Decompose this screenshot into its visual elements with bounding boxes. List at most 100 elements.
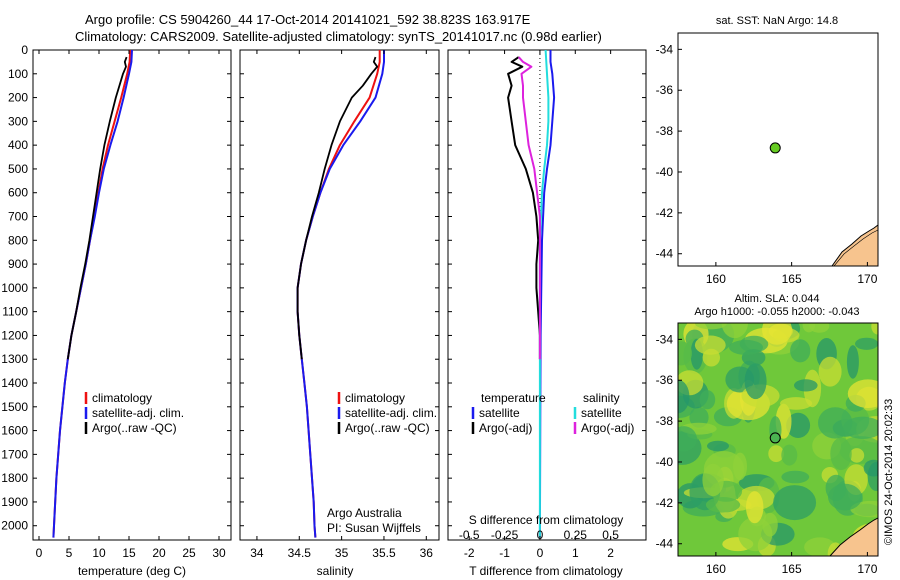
- legend-label-satellite: satellite-adj. clim.: [92, 406, 184, 420]
- x-tick-label: -1: [499, 546, 510, 560]
- land-coastline: [829, 517, 878, 556]
- map-y-tick-label: -36: [656, 373, 674, 387]
- sla-map: 160 165 170 -34 -36 -38 -40 -42 -44: [656, 322, 879, 576]
- x-tick-label: 30: [212, 546, 226, 560]
- legend-label-argo: Argo(..raw -QC): [345, 421, 430, 435]
- sla-patch: [762, 323, 792, 345]
- x-tick-label: 34.5: [288, 546, 312, 560]
- map-y-tick-label: -34: [656, 332, 674, 346]
- depth-tick-label: 500: [8, 162, 28, 176]
- legend-label-climatology: climatology: [92, 391, 152, 405]
- s-tick-label: -0.5: [459, 528, 480, 542]
- figure-subtitle: Climatology: CARS2009. Satellite-adjuste…: [75, 29, 602, 44]
- coastline-contour: [833, 229, 879, 267]
- sla-patch: [769, 416, 782, 444]
- depth-tick-label: 1100: [2, 305, 28, 319]
- sla-patch: [780, 397, 813, 410]
- map-y-tick-label: -40: [656, 455, 674, 469]
- depth-tick-label: 0: [21, 43, 28, 57]
- map-y-tick-label: -42: [656, 496, 674, 510]
- figure-title: Argo profile: CS 5904260_44 17-Oct-2014 …: [85, 12, 531, 27]
- legend-label-s-satellite: satellite: [581, 406, 622, 420]
- map-x-tick-label: 165: [782, 272, 802, 286]
- imos-credit: ©IMOS 24-Oct-2014 20:02:33: [883, 399, 895, 545]
- argo-float-marker: [769, 142, 781, 154]
- sla-patch: [738, 517, 773, 552]
- sla-patch: [678, 380, 690, 414]
- sla-patch: [847, 379, 878, 408]
- sla-patch: [846, 345, 859, 379]
- t-difference-x-ticks: -2 -1 0 1 2: [464, 50, 614, 560]
- legend-label-climatology: climatology: [345, 391, 405, 405]
- series-line: [296, 56, 379, 360]
- legend-label-argo: Argo(..raw -QC): [92, 421, 177, 435]
- x-tick-label: 35.5: [372, 546, 396, 560]
- s-difference-axis-label: S difference from climatology: [469, 513, 624, 527]
- legend-label-t-argo: Argo(-adj): [479, 421, 532, 435]
- x-tick-label: 5: [66, 546, 73, 560]
- sla-patch: [871, 323, 878, 335]
- difference-series: [507, 49, 556, 540]
- s-tick-label: -0.25: [491, 528, 519, 542]
- sla-patch: [689, 406, 709, 428]
- annotation-pi-name: PI: Susan Wijffels: [327, 521, 421, 535]
- depth-tick-label: 1900: [1, 495, 28, 509]
- s-difference-x-ticks: -0.5 -0.25 0 0.25 0.5: [459, 528, 619, 542]
- sla-patch: [849, 448, 865, 463]
- map-x-tick-label: 160: [706, 272, 726, 286]
- series-line: [66, 56, 128, 360]
- argo-float-marker: [769, 432, 781, 444]
- sla-patch: [694, 335, 726, 355]
- x-tick-label: 25: [182, 546, 196, 560]
- map-x-tick-label: 170: [857, 562, 877, 576]
- depth-tick-marks: [33, 49, 646, 527]
- map-y-tick-label: -34: [656, 42, 674, 56]
- legend-label-satellite: satellite-adj. clim.: [345, 406, 437, 420]
- depth-tick-label: 800: [8, 233, 28, 247]
- map-x-tick-label: 160: [706, 562, 726, 576]
- sla-patch: [773, 485, 817, 521]
- temperature-axis-label: temperature (deg C): [78, 564, 186, 578]
- depth-tick-label: 1500: [1, 400, 28, 414]
- x-tick-label: -2: [464, 546, 475, 560]
- salinity-legend: climatology satellite-adj. clim. Argo(..…: [337, 391, 437, 435]
- sla-patch: [790, 339, 811, 363]
- x-tick-label: 0: [537, 546, 544, 560]
- depth-tick-label: 2000: [1, 519, 28, 533]
- x-tick-label: 10: [92, 546, 106, 560]
- depth-tick-label: 400: [8, 138, 28, 152]
- sla-patch: [855, 337, 878, 350]
- x-tick-label: 1: [572, 546, 579, 560]
- sla-patch: [781, 470, 810, 484]
- depth-tick-label: 1000: [1, 281, 28, 295]
- t-difference-axis-label: T difference from climatology: [469, 564, 623, 578]
- salinity-axis-label: salinity: [317, 564, 354, 578]
- sla-patch: [721, 323, 748, 339]
- s-tick-label: 0.5: [602, 528, 619, 542]
- salinity-panel-frame: [239, 49, 440, 541]
- series-line: [517, 56, 541, 360]
- sla-patch: [830, 437, 852, 471]
- salinity-x-ticks: 34 34.5 35 35.5 36: [250, 50, 433, 560]
- sla-map-frame: [677, 322, 879, 557]
- depth-tick-label: 1700: [1, 447, 28, 461]
- sla-field-patches: [678, 323, 878, 556]
- sst-map-ticks: 160 165 170 -34 -36 -38 -40 -42 -44: [656, 42, 878, 286]
- sla-map-subtitle: Argo h1000: -0.055 h2000: -0.043: [694, 306, 859, 318]
- sla-patch: [804, 537, 836, 556]
- depth-tick-label: 1800: [1, 471, 28, 485]
- series-line: [507, 56, 541, 360]
- x-tick-label: 36: [420, 546, 434, 560]
- difference-legend: temperature salinity satellite Argo(-adj…: [471, 391, 634, 435]
- s-tick-label: 0: [537, 528, 544, 542]
- temperature-series: [52, 49, 133, 538]
- temperature-x-ticks: 0 5 10 15 20 25 30: [36, 50, 226, 560]
- difference-panel-frame: [447, 49, 647, 541]
- legend-label-t-satellite: satellite: [479, 406, 520, 420]
- map-y-tick-label: -44: [656, 247, 674, 261]
- sla-patch: [733, 452, 747, 481]
- sla-patch: [818, 407, 853, 439]
- sla-patch: [678, 426, 697, 452]
- legend-title-temperature: temperature: [481, 391, 546, 405]
- sla-patch: [794, 379, 818, 392]
